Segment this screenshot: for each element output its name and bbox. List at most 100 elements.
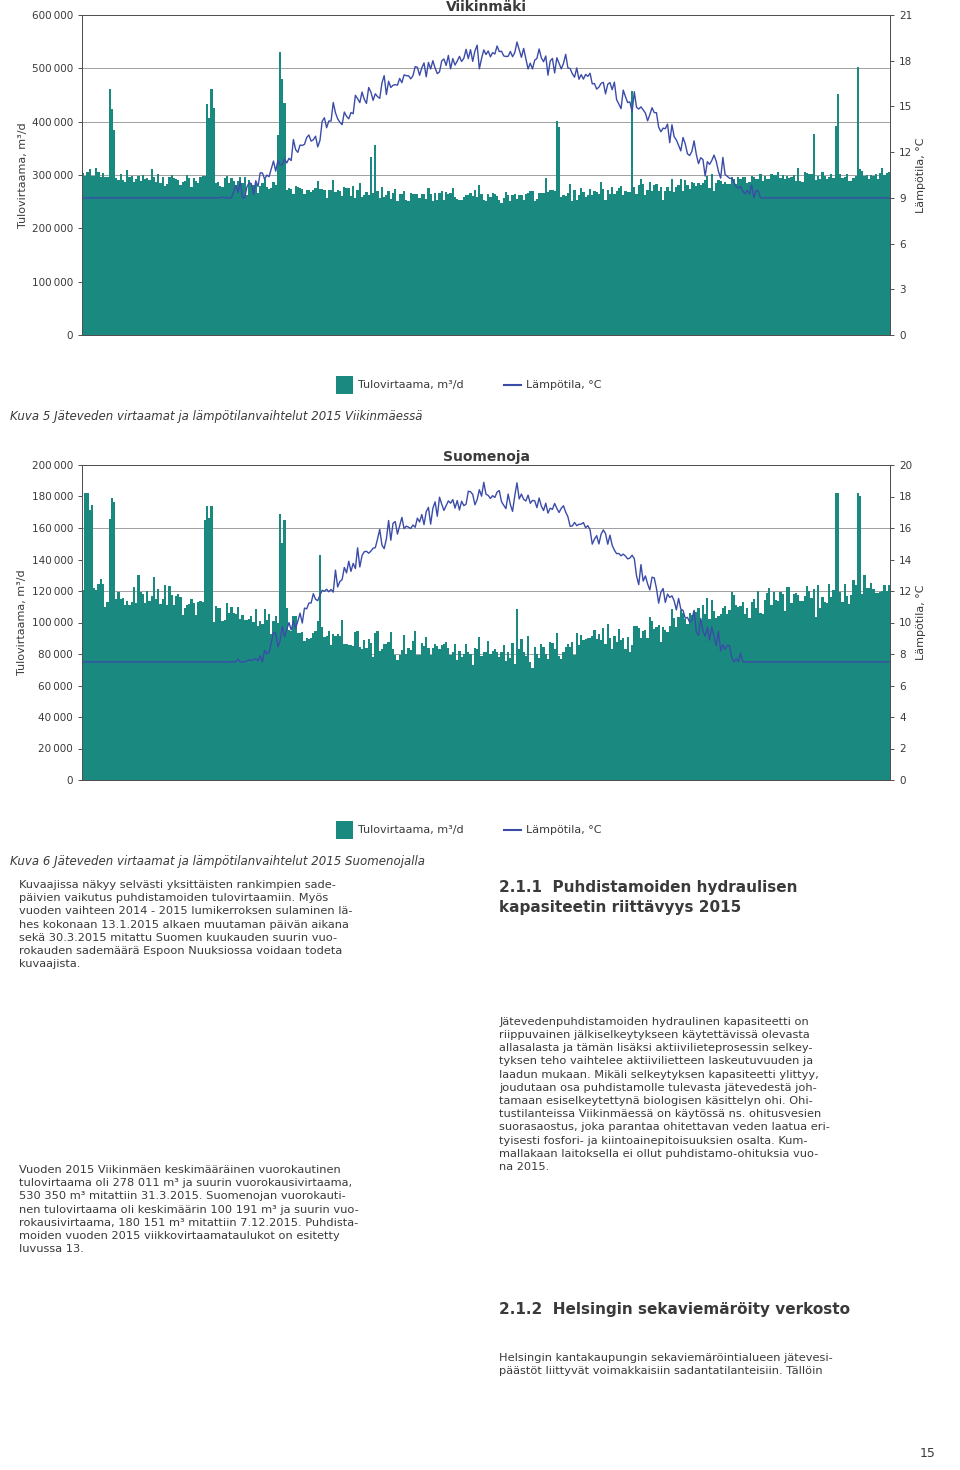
Bar xyxy=(793,175,795,335)
Bar xyxy=(668,626,671,781)
Bar xyxy=(434,193,436,335)
Bar xyxy=(135,179,137,335)
Bar xyxy=(598,194,600,335)
Bar xyxy=(239,176,241,335)
Bar xyxy=(183,609,186,781)
Bar xyxy=(551,190,554,335)
Bar xyxy=(268,188,270,335)
Bar xyxy=(381,187,383,335)
Bar xyxy=(805,587,808,781)
Bar xyxy=(142,175,144,335)
Bar xyxy=(640,179,642,335)
Bar xyxy=(768,179,771,335)
Bar xyxy=(471,664,474,781)
Bar xyxy=(144,179,146,335)
Bar xyxy=(212,107,215,335)
Bar xyxy=(405,654,407,781)
Text: Kuva 5 Jäteveden virtaamat ja lämpötilanvaihtelut 2015 Viikinmäessä: Kuva 5 Jäteveden virtaamat ja lämpötilan… xyxy=(10,410,422,423)
Text: 15: 15 xyxy=(920,1448,936,1460)
Bar xyxy=(175,179,178,335)
Bar xyxy=(254,609,257,781)
Bar xyxy=(492,651,493,781)
Bar xyxy=(737,607,739,781)
Bar xyxy=(452,653,454,781)
Bar xyxy=(266,620,268,781)
Bar xyxy=(181,182,183,335)
Bar xyxy=(400,650,403,781)
Bar xyxy=(564,196,566,335)
Bar xyxy=(493,648,496,781)
Bar xyxy=(830,597,832,781)
Bar xyxy=(273,182,275,335)
Bar xyxy=(819,607,822,781)
Bar xyxy=(682,613,684,781)
Bar xyxy=(810,598,812,781)
Bar xyxy=(252,185,254,335)
Bar xyxy=(308,639,310,781)
Bar xyxy=(563,653,564,781)
Bar xyxy=(264,610,266,781)
Bar xyxy=(496,197,498,335)
Bar xyxy=(828,176,830,335)
Bar xyxy=(671,179,673,335)
Bar xyxy=(731,592,732,781)
Bar xyxy=(684,619,686,781)
Bar xyxy=(135,603,137,781)
Bar xyxy=(815,617,817,781)
Bar xyxy=(605,644,607,781)
Bar xyxy=(556,121,558,335)
Bar xyxy=(852,178,854,335)
Bar xyxy=(634,187,636,335)
Bar xyxy=(688,613,691,781)
Bar xyxy=(729,184,731,335)
Bar xyxy=(722,184,724,335)
Bar xyxy=(771,173,773,335)
Bar xyxy=(410,650,412,781)
Bar xyxy=(259,185,261,335)
Bar xyxy=(339,637,341,781)
Bar xyxy=(108,519,110,781)
Bar xyxy=(702,182,704,335)
Bar xyxy=(146,178,149,335)
Bar xyxy=(321,626,324,781)
Bar xyxy=(585,639,587,781)
Bar xyxy=(777,601,780,781)
Bar xyxy=(509,659,512,781)
Bar xyxy=(742,601,744,781)
Bar xyxy=(839,591,841,781)
Bar xyxy=(476,197,478,335)
Bar xyxy=(104,178,107,335)
Bar xyxy=(341,619,344,781)
Bar xyxy=(151,169,153,335)
Bar xyxy=(368,639,370,781)
Bar xyxy=(607,623,609,781)
Bar xyxy=(95,589,98,781)
Bar xyxy=(86,172,88,335)
Bar xyxy=(529,191,532,335)
Bar xyxy=(649,617,651,781)
Bar xyxy=(468,196,469,335)
Bar xyxy=(720,614,722,781)
Bar xyxy=(127,601,129,781)
Bar xyxy=(478,185,480,335)
Bar xyxy=(454,644,456,781)
Bar xyxy=(144,603,146,781)
Bar xyxy=(110,109,113,335)
Bar xyxy=(551,642,554,781)
Bar xyxy=(578,644,580,781)
Bar xyxy=(317,622,319,781)
Bar xyxy=(427,188,429,335)
Bar xyxy=(212,622,215,781)
Bar xyxy=(700,620,702,781)
Bar xyxy=(286,190,288,335)
Bar xyxy=(587,638,588,781)
Bar xyxy=(361,197,363,335)
Bar xyxy=(861,594,863,781)
Title: Suomenoja: Suomenoja xyxy=(443,450,530,465)
Bar xyxy=(98,584,100,781)
Bar xyxy=(346,188,348,335)
Bar xyxy=(295,616,297,781)
Bar xyxy=(407,200,410,335)
Bar xyxy=(168,178,171,335)
Bar xyxy=(206,506,208,781)
